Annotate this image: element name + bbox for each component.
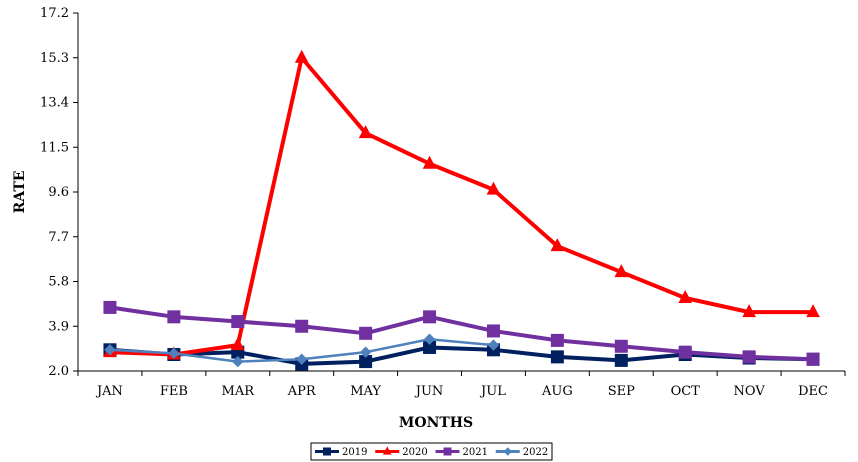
data-point-2021: [232, 316, 244, 328]
legend-label: 2020: [402, 447, 427, 458]
y-axis-title: RATE: [12, 171, 28, 214]
x-tick-label: JUN: [414, 384, 444, 399]
legend-label: 2022: [523, 447, 548, 458]
y-tick-label: 7.7: [48, 230, 69, 245]
legend-label: 2021: [463, 447, 488, 458]
series-2021: [104, 301, 819, 365]
x-tick-label: FEB: [160, 384, 188, 399]
data-point-2021: [743, 351, 755, 363]
legend-swatch-marker: [324, 448, 331, 455]
data-point-2020: [296, 51, 308, 62]
series-2022: [105, 334, 499, 366]
x-tick-label: MAR: [222, 384, 256, 399]
data-point-2021: [551, 334, 563, 346]
x-tick-label: SEP: [608, 384, 635, 399]
legend-swatch-marker: [444, 448, 451, 455]
series-line-2020: [110, 58, 813, 355]
data-point-2021: [615, 340, 627, 352]
y-tick-label: 2.0: [48, 364, 69, 379]
x-tick-label: MAY: [350, 384, 381, 399]
x-tick-label: NOV: [734, 384, 766, 399]
data-point-2021: [487, 325, 499, 337]
data-point-2021: [104, 301, 116, 313]
series-2020: [104, 51, 819, 359]
y-tick-label: 9.6: [48, 185, 69, 200]
data-point-2021: [424, 311, 436, 323]
data-point-2021: [360, 327, 372, 339]
y-tick-label: 3.9: [48, 319, 69, 334]
x-tick-label: AUG: [541, 384, 573, 399]
x-axis-title: MONTHS: [399, 415, 473, 431]
legend-label: 2019: [342, 447, 367, 458]
legend: 2019 2020 2021 2022: [311, 443, 552, 460]
x-tick-label: JUL: [479, 384, 506, 399]
x-tick-label: OCT: [671, 384, 701, 399]
data-point-2021: [679, 346, 691, 358]
x-tick-label: DEC: [798, 384, 828, 399]
y-tick-label: 15.3: [40, 51, 69, 66]
y-tick-label: 5.8: [48, 275, 69, 290]
series-layer: [104, 51, 819, 370]
x-tick-label: APR: [287, 384, 317, 399]
data-point-2019: [615, 354, 627, 366]
data-point-2021: [168, 311, 180, 323]
x-tick-label: JAN: [95, 384, 123, 399]
y-tick-label: 13.4: [40, 96, 69, 111]
data-point-2021: [296, 320, 308, 332]
data-point-2021: [807, 353, 819, 365]
data-point-2019: [551, 351, 563, 363]
y-tick-label: 17.2: [40, 6, 69, 21]
y-tick-label: 11.5: [40, 140, 69, 155]
